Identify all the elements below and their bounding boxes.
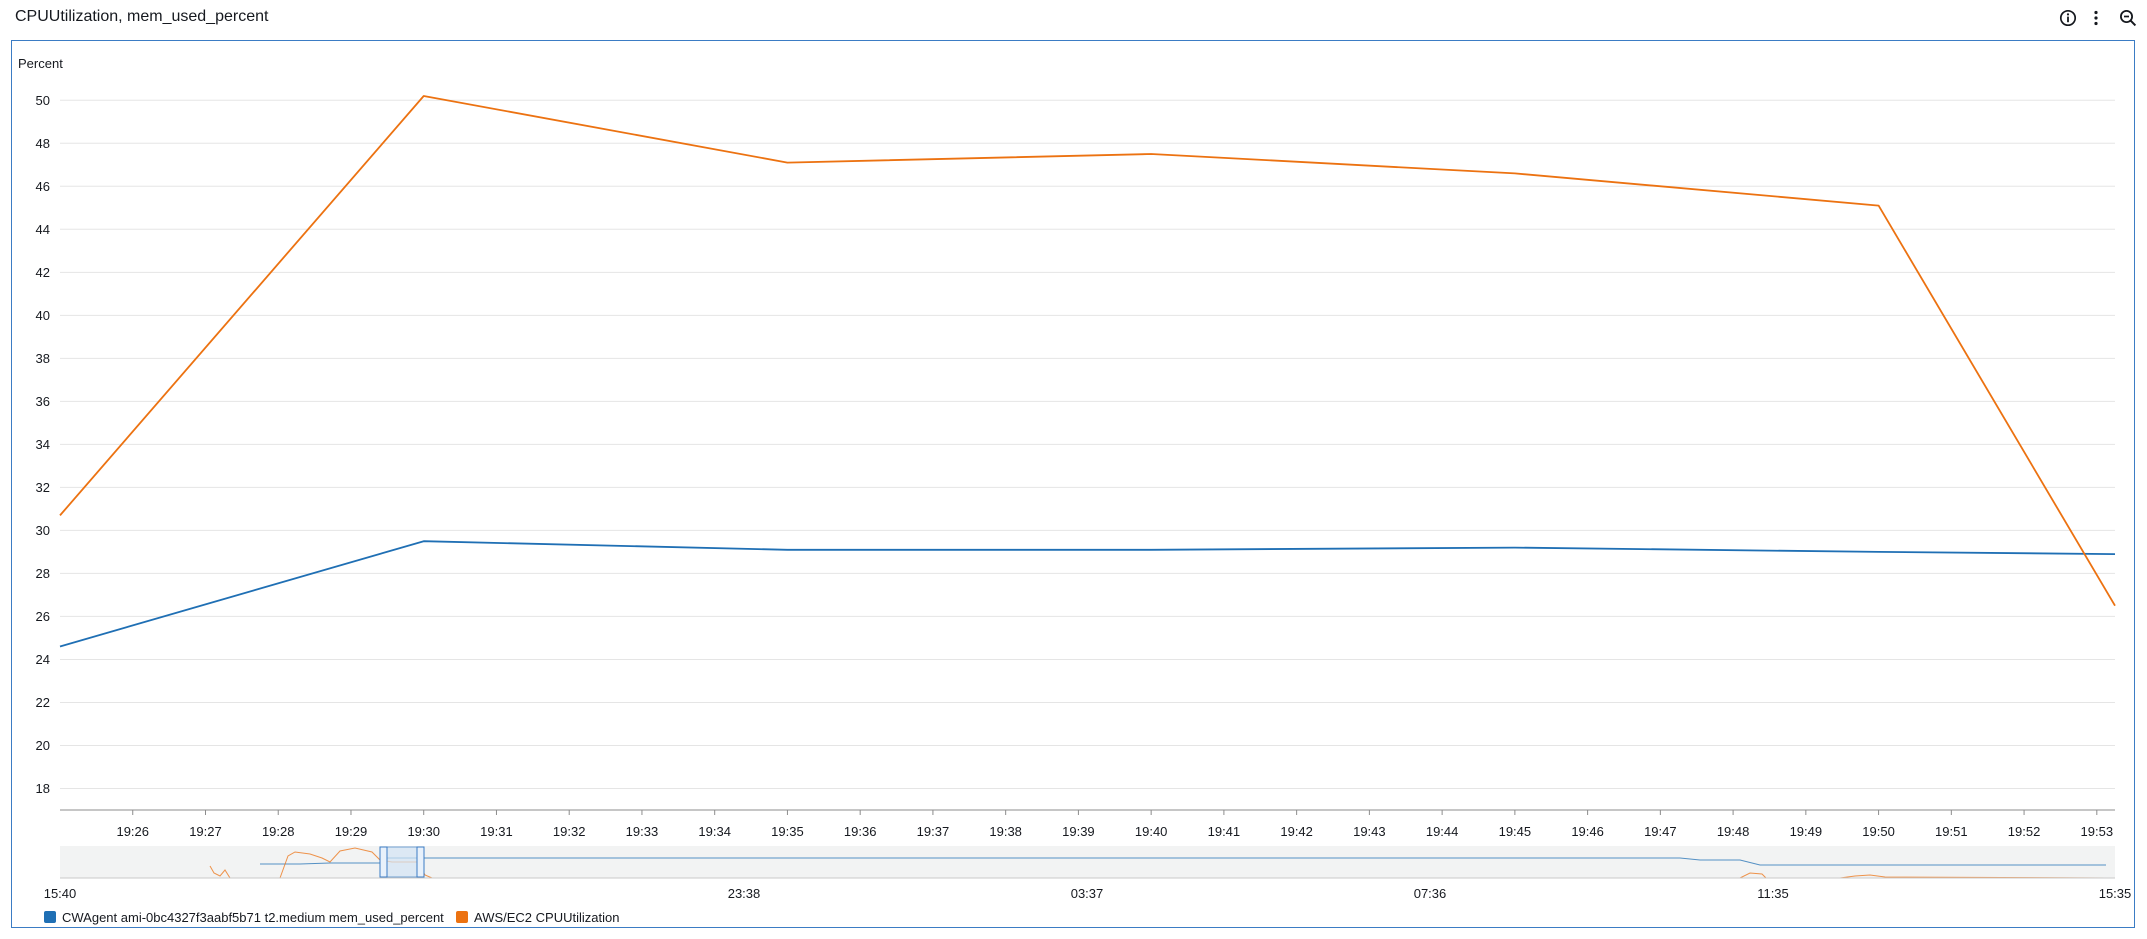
y-tick-label: 50 (36, 93, 50, 108)
x-tick-label: 19:48 (1717, 824, 1750, 839)
x-tick-label: 19:36 (844, 824, 877, 839)
x-tick-label: 19:52 (2008, 824, 2041, 839)
legend-label-cpu: AWS/EC2 CPUUtilization (474, 910, 619, 925)
actions-menu-button[interactable] (2083, 5, 2109, 31)
zoom-out-icon (2120, 10, 2137, 27)
y-tick-label: 22 (36, 695, 50, 710)
info-icon (2059, 9, 2077, 27)
info-button[interactable] (2055, 5, 2081, 31)
x-tick-label: 19:31 (480, 824, 513, 839)
y-tick-label: 40 (36, 308, 50, 323)
y-tick-label: 42 (36, 265, 50, 280)
navigator-tick-label: 23:38 (728, 886, 761, 901)
x-tick-label: 19:44 (1426, 824, 1459, 839)
navigator-tick-label: 15:35 (2099, 886, 2132, 901)
chart-frame (11, 40, 2135, 928)
navigator-mem-line (260, 857, 2106, 866)
x-tick-label: 19:40 (1135, 824, 1168, 839)
x-tick-label: 19:37 (917, 824, 950, 839)
x-tick-label: 19:29 (335, 824, 368, 839)
navigator-tick-label: 07:36 (1414, 886, 1447, 901)
x-tick-label: 19:30 (407, 824, 440, 839)
x-tick-label: 19:26 (116, 824, 149, 839)
legend-swatch-cpu[interactable] (456, 911, 468, 923)
x-tick-label: 19:28 (262, 824, 295, 839)
y-tick-label: 44 (36, 222, 50, 237)
x-tick-label: 19:38 (989, 824, 1022, 839)
x-tick-label: 19:41 (1208, 824, 1241, 839)
y-tick-label: 38 (36, 351, 50, 366)
navigator-selection-window[interactable] (383, 846, 421, 878)
x-tick-label: 19:39 (1062, 824, 1095, 839)
x-tick-label: 19:33 (626, 824, 659, 839)
legend-swatch-mem[interactable] (44, 911, 56, 923)
x-tick-label: 19:27 (189, 824, 222, 839)
x-tick-label: 19:45 (1499, 824, 1532, 839)
x-tick-label: 19:43 (1353, 824, 1386, 839)
widget-title: CPUUtilization, mem_used_percent (15, 8, 269, 25)
y-tick-label: 24 (36, 652, 50, 667)
x-tick-label: 19:51 (1935, 824, 1968, 839)
legend-label-mem: CWAgent ami-0bc4327f3aabf5b71 t2.medium … (62, 910, 444, 925)
mem-used-percent-line (59, 540, 2116, 648)
x-tick-label: 19:50 (1862, 824, 1895, 839)
navigator-left-handle[interactable] (379, 846, 388, 878)
x-tick-label: 19:53 (2081, 824, 2114, 839)
cpu-utilization-line (59, 95, 2116, 607)
navigator-tick-label: 03:37 (1071, 886, 1104, 901)
y-tick-label: 36 (36, 394, 50, 409)
y-axis-label: Percent (18, 56, 63, 71)
y-tick-label: 48 (36, 136, 50, 151)
y-tick-label: 28 (36, 566, 50, 581)
y-tick-label: 18 (36, 781, 50, 796)
x-tick-label: 19:34 (698, 824, 731, 839)
y-tick-label: 34 (36, 437, 50, 452)
zoom-out-button[interactable] (2115, 5, 2141, 31)
x-tick-label: 19:47 (1644, 824, 1677, 839)
x-tick-label: 19:42 (1280, 824, 1313, 839)
y-tick-label: 20 (36, 738, 50, 753)
more-vertical-icon (2094, 10, 2098, 26)
x-tick-label: 19:35 (771, 824, 804, 839)
x-tick-label: 19:46 (1571, 824, 1604, 839)
y-tick-label: 32 (36, 480, 50, 495)
navigator-right-handle[interactable] (416, 846, 425, 878)
navigator-tick-label: 15:40 (44, 886, 77, 901)
y-tick-label: 30 (36, 523, 50, 538)
navigator-tick-label: 11:35 (1757, 886, 1789, 901)
x-tick-label: 19:49 (1790, 824, 1823, 839)
x-tick-label: 19:32 (553, 824, 586, 839)
y-tick-label: 26 (36, 609, 50, 624)
y-tick-label: 46 (36, 179, 50, 194)
